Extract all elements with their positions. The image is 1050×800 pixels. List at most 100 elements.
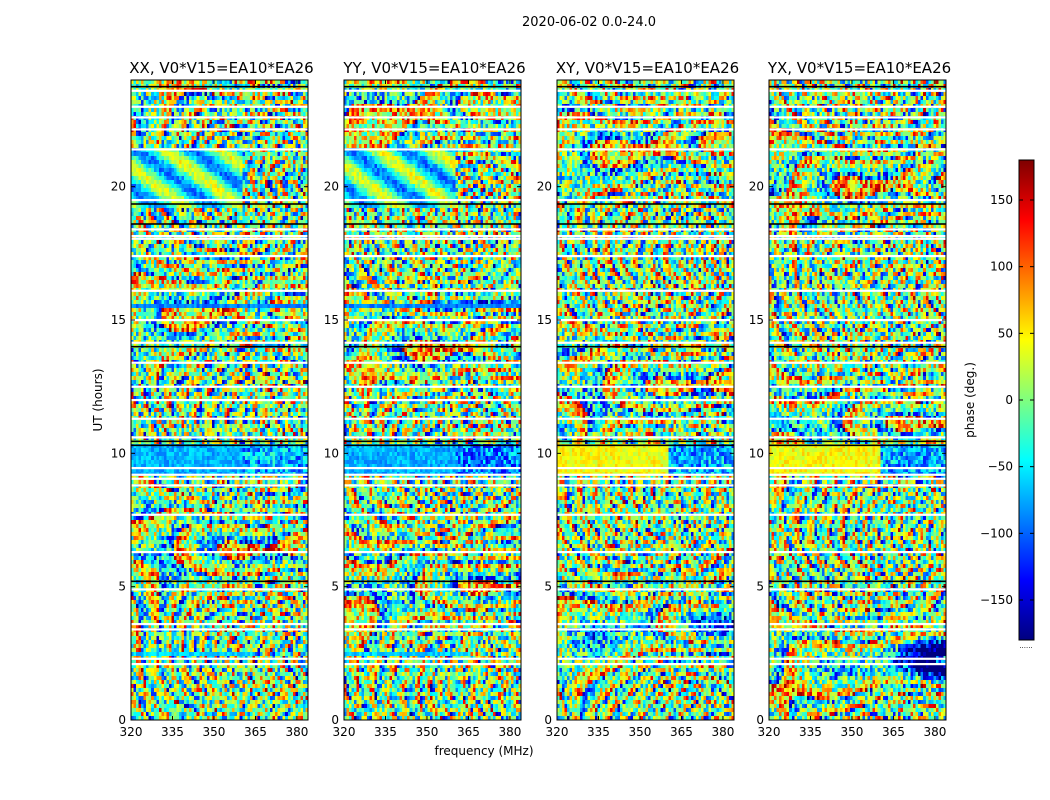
flagged-row xyxy=(769,319,946,322)
dark-row xyxy=(131,444,308,447)
flagged-row xyxy=(769,484,946,487)
flagged-row xyxy=(131,289,308,292)
x-tick-label: 320 xyxy=(546,725,569,739)
flagged-row xyxy=(557,199,734,202)
flagged-row xyxy=(557,116,734,119)
flagged-row xyxy=(131,657,308,660)
y-tick-label: 20 xyxy=(324,180,339,194)
x-tick-label: 365 xyxy=(670,725,693,739)
dark-row xyxy=(557,223,734,225)
dark-row xyxy=(131,223,308,225)
x-tick-label: 350 xyxy=(629,725,652,739)
flagged-row xyxy=(131,319,308,322)
panel-title: YY, V0*V15=EA10*EA26 xyxy=(342,59,525,77)
flagged-row xyxy=(557,235,734,238)
colorbar-footnote: ...... xyxy=(1019,642,1032,650)
dark-row xyxy=(131,580,308,583)
flagged-row xyxy=(344,477,521,480)
flagged-row xyxy=(131,417,308,420)
flagged-row xyxy=(557,477,734,480)
flagged-row xyxy=(131,551,308,554)
flagged-row xyxy=(131,237,308,240)
flagged-row xyxy=(557,361,734,364)
flagged-row xyxy=(769,399,946,402)
flagged-row xyxy=(344,116,521,119)
dark-row xyxy=(344,203,521,205)
y-tick-label: 5 xyxy=(756,580,764,594)
flagged-row xyxy=(131,513,308,516)
flagged-row xyxy=(557,436,734,439)
x-tick-label: 350 xyxy=(203,725,226,739)
x-tick-label: 335 xyxy=(799,725,822,739)
flagged-row xyxy=(131,484,308,487)
panel-frame xyxy=(556,79,735,721)
dark-row xyxy=(557,203,734,205)
colorbar-tick-label: 50 xyxy=(998,326,1013,340)
flagged-row xyxy=(344,467,521,470)
x-tick-label: 320 xyxy=(758,725,781,739)
flagged-row xyxy=(131,663,308,666)
y-tick-label: 0 xyxy=(331,713,339,727)
flagged-row xyxy=(344,235,521,238)
x-tick-label: 380 xyxy=(711,725,734,739)
dark-row xyxy=(344,440,521,443)
flagged-row xyxy=(131,255,308,258)
y-tick-label: 5 xyxy=(118,580,126,594)
y-tick-label: 10 xyxy=(111,446,126,460)
colorbar-tick-label: 100 xyxy=(990,260,1013,274)
flagged-row xyxy=(769,628,946,631)
flagged-row xyxy=(344,228,521,231)
flagged-row xyxy=(557,623,734,626)
flagged-row xyxy=(131,477,308,480)
flagged-row xyxy=(557,89,734,92)
flagged-row xyxy=(769,105,946,108)
flagged-row xyxy=(769,228,946,231)
x-tick-label: 365 xyxy=(457,725,480,739)
x-tick-label: 335 xyxy=(374,725,397,739)
dark-row xyxy=(344,85,521,88)
dark-row xyxy=(131,85,308,88)
flagged-row xyxy=(131,105,308,108)
flagged-row xyxy=(344,417,521,420)
x-tick-label: 380 xyxy=(285,725,308,739)
flagged-row xyxy=(131,361,308,364)
y-tick-label: 5 xyxy=(331,580,339,594)
flagged-row xyxy=(131,116,308,119)
flagged-row xyxy=(131,473,308,476)
x-axis-label: frequency (MHz) xyxy=(434,744,533,758)
flagged-row xyxy=(344,237,521,240)
flagged-row xyxy=(769,341,946,344)
flagged-row xyxy=(557,255,734,258)
flagged-row xyxy=(344,657,521,660)
flagged-row xyxy=(344,341,521,344)
flagged-row xyxy=(557,551,734,554)
flagged-row xyxy=(131,623,308,626)
flagged-row xyxy=(769,477,946,480)
y-tick-label: 20 xyxy=(749,180,764,194)
y-tick-label: 15 xyxy=(324,313,339,327)
flagged-row xyxy=(769,255,946,258)
flagged-row xyxy=(769,89,946,92)
panels: XX, V0*V15=EA10*EA26 320 335 350 365 380 0 5 10 1… xyxy=(111,59,951,739)
panel-frame xyxy=(130,79,309,721)
dark-row xyxy=(557,345,734,348)
flagged-row xyxy=(131,467,308,470)
flagged-row xyxy=(557,341,734,344)
flagged-row xyxy=(344,289,521,292)
dark-row xyxy=(557,85,734,88)
flagged-row xyxy=(769,385,946,388)
flagged-row xyxy=(557,628,734,631)
y-tick-label: 0 xyxy=(544,713,552,727)
flagged-row xyxy=(557,105,734,108)
flagged-row xyxy=(557,467,734,470)
x-tick-label: 350 xyxy=(841,725,864,739)
colorbar-tick-label: 150 xyxy=(990,193,1013,207)
panel-xx: XX, V0*V15=EA10*EA26 320 335 350 365 380 0 5 10 1… xyxy=(111,59,314,739)
dark-row xyxy=(557,444,734,447)
dark-row xyxy=(769,440,946,443)
x-tick-label: 320 xyxy=(120,725,143,739)
y-tick-label: 10 xyxy=(749,446,764,460)
flagged-row xyxy=(769,361,946,364)
dark-row xyxy=(769,223,946,225)
flagged-row xyxy=(769,551,946,554)
